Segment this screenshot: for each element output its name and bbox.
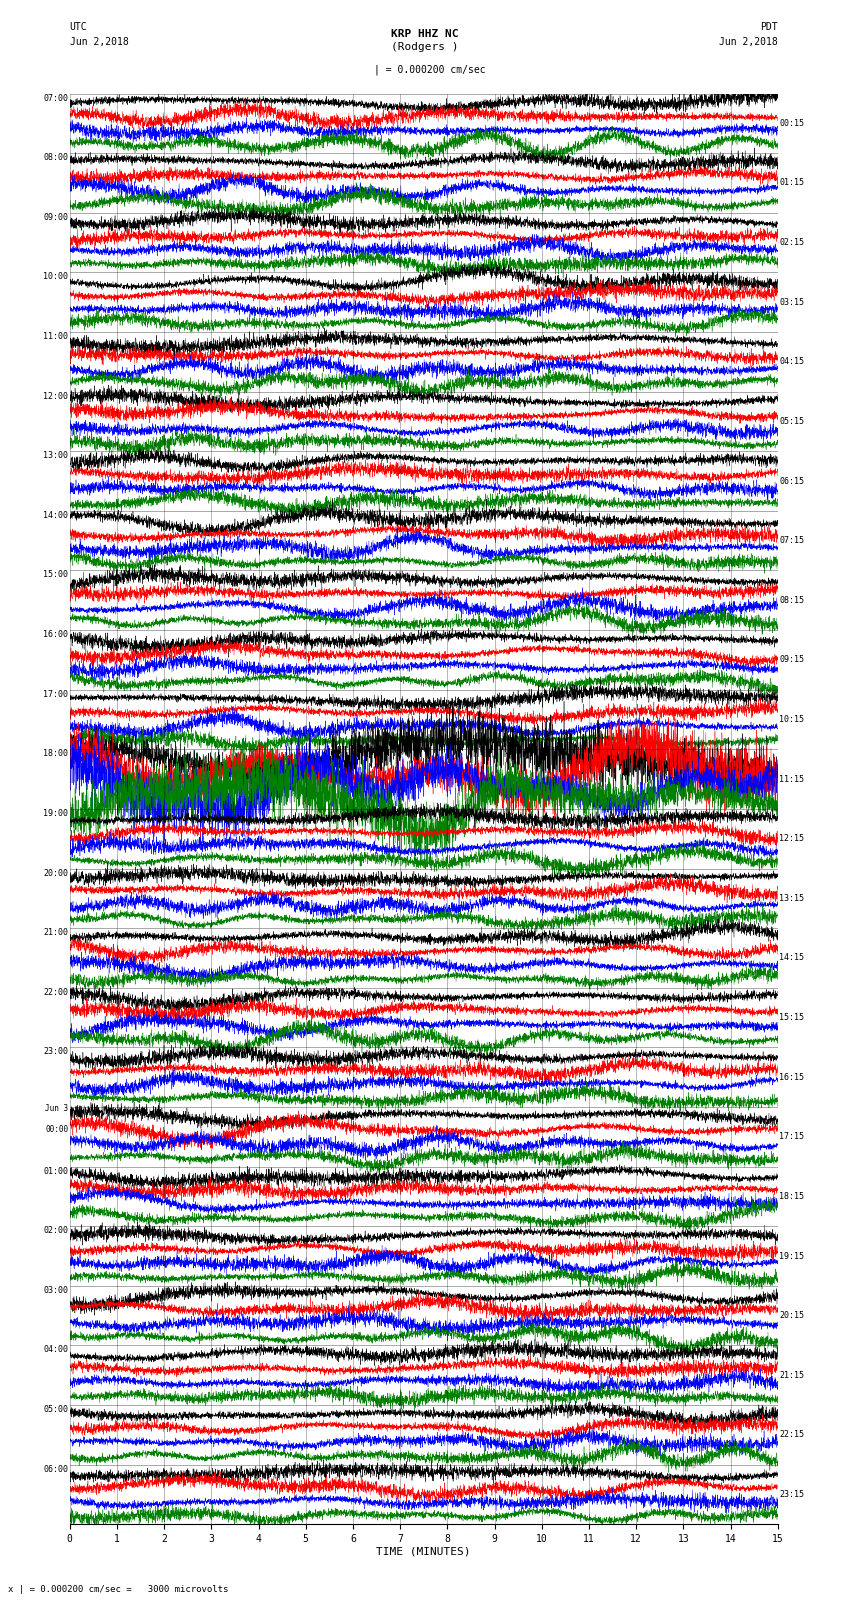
Text: 10:00: 10:00 — [43, 273, 68, 281]
Text: 14:15: 14:15 — [779, 953, 804, 963]
Text: 14:00: 14:00 — [43, 511, 68, 519]
Text: 16:15: 16:15 — [779, 1073, 804, 1082]
Text: 04:00: 04:00 — [43, 1345, 68, 1355]
Text: 06:00: 06:00 — [43, 1465, 68, 1474]
Text: 11:15: 11:15 — [779, 774, 804, 784]
X-axis label: TIME (MINUTES): TIME (MINUTES) — [377, 1547, 471, 1557]
Text: 23:00: 23:00 — [43, 1047, 68, 1057]
Text: 20:00: 20:00 — [43, 868, 68, 877]
Text: 05:00: 05:00 — [43, 1405, 68, 1415]
Text: 08:15: 08:15 — [779, 595, 804, 605]
Text: 04:15: 04:15 — [779, 358, 804, 366]
Text: (Rodgers ): (Rodgers ) — [391, 42, 459, 52]
Text: 12:15: 12:15 — [779, 834, 804, 844]
Text: 13:15: 13:15 — [779, 894, 804, 903]
Text: 08:00: 08:00 — [43, 153, 68, 163]
Text: 17:15: 17:15 — [779, 1132, 804, 1142]
Text: PDT: PDT — [760, 23, 778, 32]
Text: Jun 2,2018: Jun 2,2018 — [719, 37, 778, 47]
Text: UTC: UTC — [70, 23, 88, 32]
Text: 22:15: 22:15 — [779, 1431, 804, 1439]
Text: 16:00: 16:00 — [43, 631, 68, 639]
Text: 02:15: 02:15 — [779, 239, 804, 247]
Text: KRP HHZ NC: KRP HHZ NC — [391, 29, 459, 39]
Text: 17:00: 17:00 — [43, 690, 68, 698]
Text: 19:15: 19:15 — [779, 1252, 804, 1260]
Text: 00:00: 00:00 — [45, 1124, 68, 1134]
Text: 10:15: 10:15 — [779, 715, 804, 724]
Text: 05:15: 05:15 — [779, 416, 804, 426]
Text: x | = 0.000200 cm/sec =   3000 microvolts: x | = 0.000200 cm/sec = 3000 microvolts — [8, 1584, 229, 1594]
Text: 20:15: 20:15 — [779, 1311, 804, 1319]
Text: Jun 2,2018: Jun 2,2018 — [70, 37, 128, 47]
Text: 07:15: 07:15 — [779, 536, 804, 545]
Text: Jun 3: Jun 3 — [45, 1105, 68, 1113]
Text: 00:15: 00:15 — [779, 119, 804, 127]
Text: 03:00: 03:00 — [43, 1286, 68, 1295]
Text: 06:15: 06:15 — [779, 476, 804, 486]
Text: 02:00: 02:00 — [43, 1226, 68, 1236]
Text: 01:15: 01:15 — [779, 179, 804, 187]
Text: 15:00: 15:00 — [43, 571, 68, 579]
Text: 15:15: 15:15 — [779, 1013, 804, 1023]
Text: 07:00: 07:00 — [43, 94, 68, 103]
Text: | = 0.000200 cm/sec: | = 0.000200 cm/sec — [374, 65, 485, 76]
Text: 21:15: 21:15 — [779, 1371, 804, 1379]
Text: 19:00: 19:00 — [43, 810, 68, 818]
Text: 13:00: 13:00 — [43, 452, 68, 460]
Text: 01:00: 01:00 — [43, 1166, 68, 1176]
Text: 23:15: 23:15 — [779, 1490, 804, 1498]
Text: 18:00: 18:00 — [43, 750, 68, 758]
Text: 22:00: 22:00 — [43, 987, 68, 997]
Text: 03:15: 03:15 — [779, 298, 804, 306]
Text: 18:15: 18:15 — [779, 1192, 804, 1202]
Text: 09:15: 09:15 — [779, 655, 804, 665]
Text: 21:00: 21:00 — [43, 927, 68, 937]
Text: 12:00: 12:00 — [43, 392, 68, 400]
Text: 09:00: 09:00 — [43, 213, 68, 221]
Text: 11:00: 11:00 — [43, 332, 68, 340]
